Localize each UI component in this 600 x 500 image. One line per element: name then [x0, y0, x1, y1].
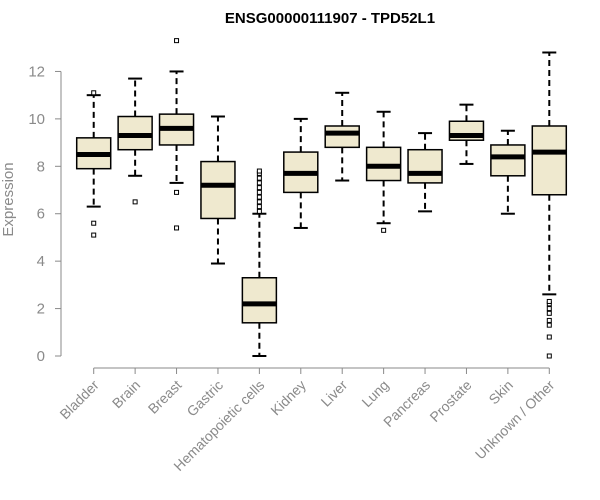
outlier-point — [546, 353, 552, 359]
outlier-point — [91, 90, 97, 96]
boxes — [75, 38, 568, 359]
outlier-point — [256, 199, 262, 205]
y-axis: 0 2 4 6 8 10 12 — [28, 63, 62, 365]
x-tick-label: Prostate — [426, 377, 474, 425]
box-group — [117, 77, 153, 205]
box — [407, 148, 443, 184]
outlier-point — [132, 199, 138, 205]
y-tick-label: 8 — [37, 158, 45, 175]
x-tick-label: Breast — [145, 377, 185, 417]
outlier-point — [91, 232, 97, 238]
outlier-point — [256, 175, 262, 181]
outlier-point — [546, 306, 552, 312]
box-group — [448, 103, 485, 165]
box — [324, 125, 360, 149]
y-tick-label: 0 — [37, 348, 45, 365]
box-group — [75, 90, 112, 238]
outlier-point — [546, 322, 552, 328]
box-group — [490, 129, 526, 215]
y-tick-label: 12 — [28, 63, 45, 80]
x-tick-label: Unknown / Other — [472, 377, 558, 463]
box-group — [324, 91, 360, 182]
outlier-point — [174, 189, 180, 195]
outlier-point — [256, 180, 262, 186]
outlier-point — [174, 38, 180, 44]
x-tick-label: Skin — [485, 377, 516, 408]
outlier-point — [91, 220, 97, 226]
x-tick-label: Brain — [109, 377, 143, 411]
x-tick-label: Bladder — [56, 377, 102, 423]
outlier-point — [381, 227, 387, 233]
outlier-point — [256, 194, 262, 200]
box-group — [200, 115, 236, 265]
box-group — [283, 117, 319, 229]
box-group — [531, 51, 568, 359]
outlier-point — [174, 225, 180, 231]
x-tick-label: Lung — [358, 377, 391, 410]
y-tick-label: 2 — [37, 301, 45, 318]
outlier-point — [546, 310, 552, 316]
outlier-point — [546, 298, 552, 304]
y-tick-label: 6 — [37, 206, 45, 223]
box-group — [241, 168, 278, 357]
box-group — [407, 132, 443, 213]
box-group — [365, 110, 402, 233]
outlier-point — [256, 208, 262, 214]
box-group — [158, 38, 195, 231]
box — [490, 144, 526, 177]
x-tick-label: Kidney — [267, 377, 309, 419]
box — [531, 125, 568, 196]
outlier-point — [256, 204, 262, 210]
outlier-point — [546, 334, 552, 340]
box — [241, 277, 278, 324]
outlier-point — [546, 317, 552, 323]
outlier-point — [256, 185, 262, 191]
y-axis-label: Expression — [0, 162, 17, 236]
chart-title: ENSG00000111907 - TPD52L1 — [225, 10, 435, 27]
x-tick-label: Liver — [318, 377, 351, 410]
y-tick-label: 10 — [28, 111, 45, 128]
outlier-point — [256, 168, 262, 174]
box — [200, 160, 236, 220]
outlier-point — [256, 189, 262, 195]
y-tick-label: 4 — [37, 253, 45, 270]
